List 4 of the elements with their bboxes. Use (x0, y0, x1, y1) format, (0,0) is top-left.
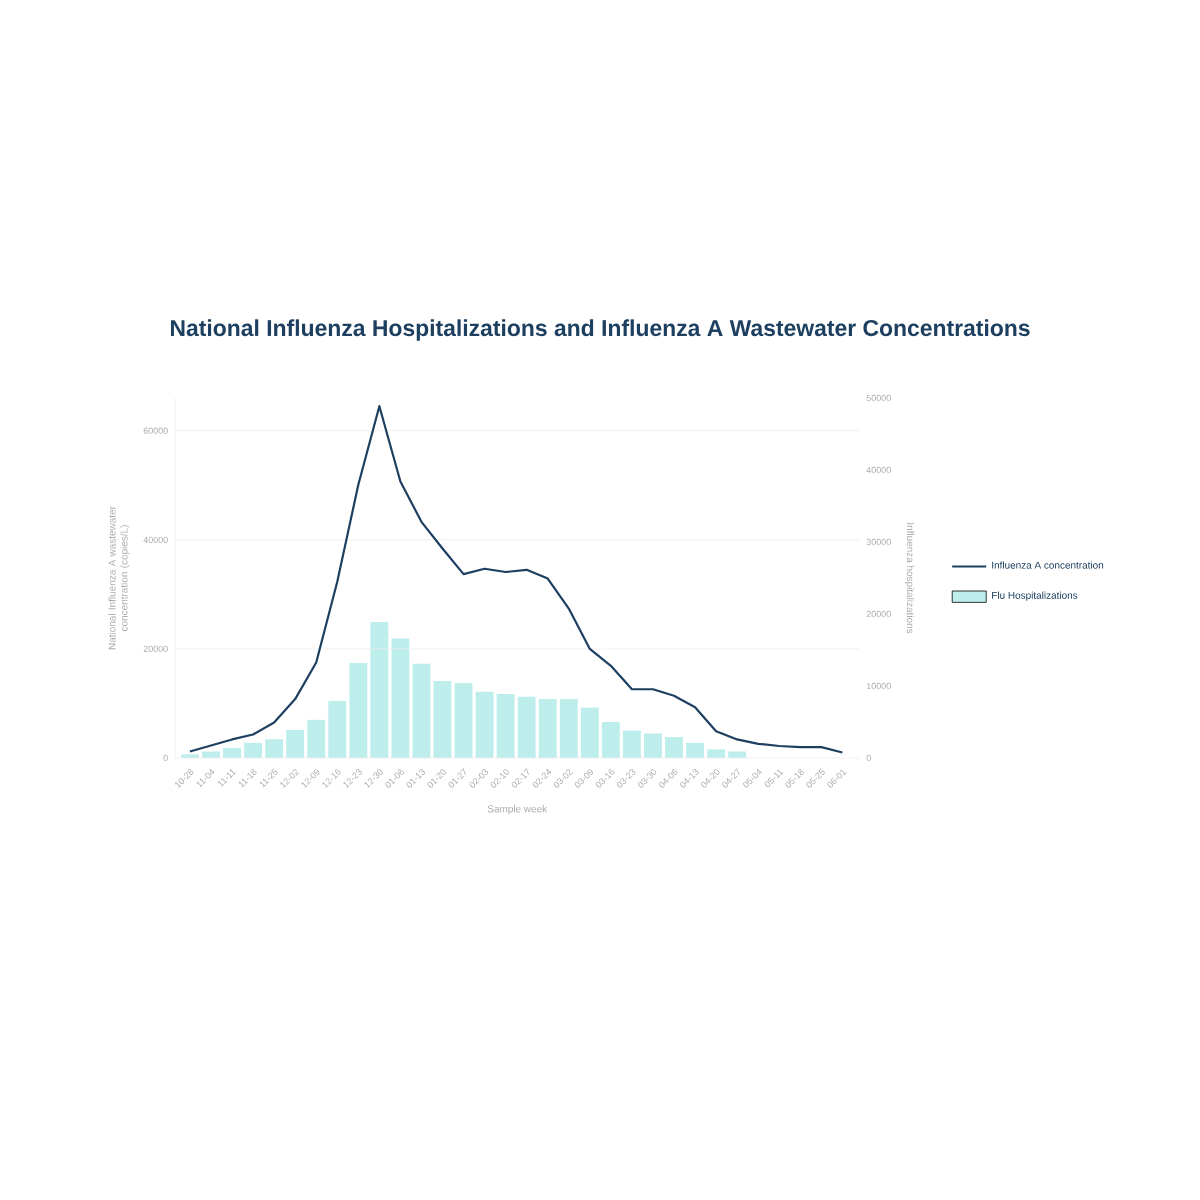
bar (433, 680, 452, 758)
bar (454, 683, 473, 758)
bar (412, 663, 431, 758)
chart-title: National Influenza Hospitalizations and Influenza A Wastewater Concentrations (170, 319, 1030, 341)
